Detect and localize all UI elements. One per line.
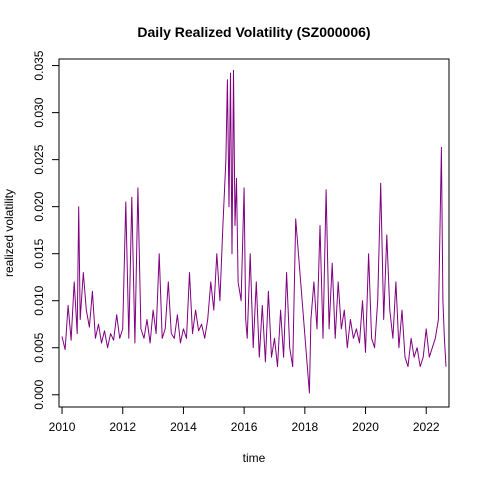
x-tick-label: 2010 — [49, 420, 76, 434]
y-tick-label: 0.000 — [32, 379, 46, 409]
x-axis: 2010 2012 2014 2016 2018 2020 2022 — [49, 406, 440, 434]
y-tick-label: 0.035 — [32, 50, 46, 80]
y-tick-label: 0.020 — [32, 191, 46, 221]
y-axis-label: realized volatility — [2, 189, 16, 277]
series-layer — [61, 69, 447, 394]
x-tick-label: 2022 — [413, 420, 440, 434]
chart-title: Daily Realized Volatility (SZ000006) — [137, 24, 370, 40]
x-tick-label: 2012 — [109, 420, 136, 434]
x-tick-label: 2018 — [291, 420, 318, 434]
x-axis-label: time — [243, 451, 266, 465]
y-tick-label: 0.010 — [32, 285, 46, 315]
x-tick-label: 2016 — [231, 420, 258, 434]
y-tick-label: 0.025 — [32, 144, 46, 174]
y-tick-label: 0.005 — [32, 332, 46, 362]
series-line — [61, 69, 447, 394]
x-tick-label: 2014 — [170, 420, 197, 434]
y-tick-label: 0.030 — [32, 97, 46, 127]
x-tick-label: 2020 — [352, 420, 379, 434]
y-axis: 0.000 0.005 0.010 0.015 0.020 0.025 0.030 0.035 — [32, 50, 60, 410]
plot-area-border — [58, 58, 450, 408]
y-tick-label: 0.015 — [32, 238, 46, 268]
